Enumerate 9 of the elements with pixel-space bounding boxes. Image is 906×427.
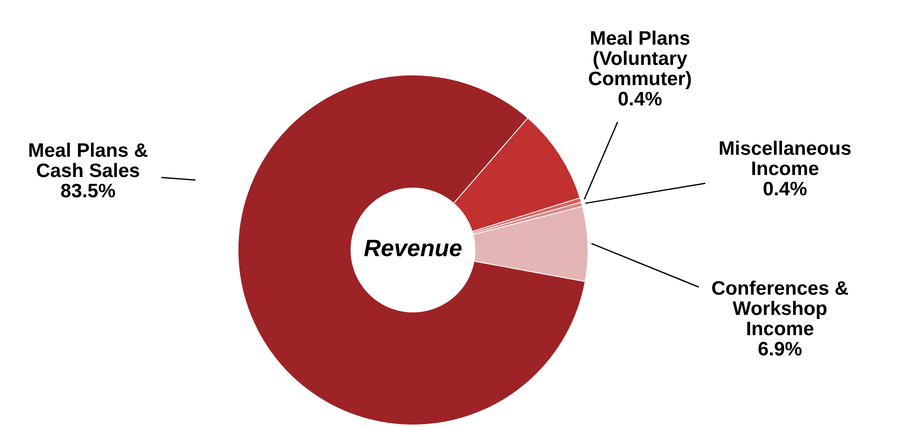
slice-label: Meal Plans (Voluntary Commuter) <box>588 30 691 90</box>
data-label: 6.9% <box>758 342 802 356</box>
data-label: 0.4% <box>764 182 807 196</box>
data-label: 83.5% <box>61 184 116 198</box>
slice-label: Miscellaneous Income <box>720 140 851 176</box>
data-label: 0.4% <box>618 92 662 106</box>
slice-label: Meal Plans & Cash Sales <box>29 142 148 178</box>
slice-label: Conferences & Workshop Income <box>712 280 848 336</box>
text: Revenue <box>364 240 462 256</box>
